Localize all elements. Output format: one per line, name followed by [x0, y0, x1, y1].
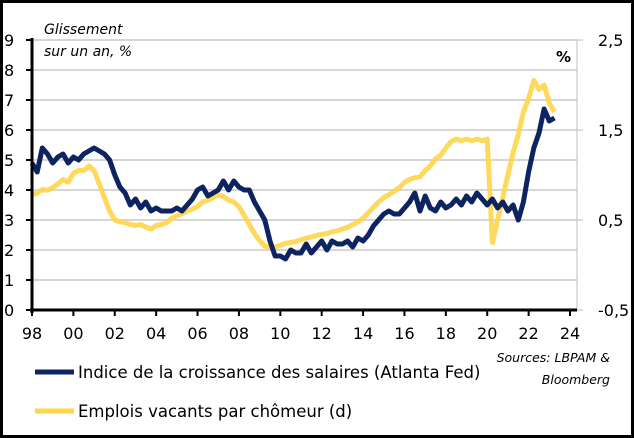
source-line2: Bloomberg [542, 372, 610, 387]
x-axis-tick-label: 10 [270, 324, 290, 343]
series-layer [29, 78, 557, 262]
x-axis-tick-label: 24 [560, 324, 580, 343]
source-line1: Sources: LBPAM & [497, 350, 611, 365]
left-axis-annotation-line2: sur un an, % [44, 44, 132, 60]
series-line-vacancies [31, 78, 557, 250]
x-axis-tick-label: 14 [353, 324, 373, 343]
right-axis-tick-label: 2,5 [598, 31, 623, 50]
left-axis-annotation-line1: Glissement [44, 22, 123, 38]
left-axis-tick-label: 0 [4, 301, 14, 320]
right-axis-annotation: % [556, 48, 571, 66]
x-axis-tick-label: 12 [312, 324, 332, 343]
x-axis-tick-label: 20 [477, 324, 497, 343]
left-axis-tick-label: 5 [4, 151, 14, 170]
legend: Indice de la croissance des salaires (At… [35, 363, 480, 421]
x-axis-tick-label: 98 [22, 324, 42, 343]
x-axis-tick-label: 00 [63, 324, 83, 343]
left-axis-tick-label: 1 [4, 271, 14, 290]
x-axis-tick-label: 02 [105, 324, 125, 343]
gridlines [32, 39, 577, 281]
x-axis-tick-label: 16 [394, 324, 414, 343]
left-axis-tick-label: 3 [4, 211, 14, 230]
left-axis-tick-label: 2 [4, 241, 14, 260]
left-axis-tick-label: 4 [4, 181, 14, 200]
legend-label-vacancies: Emplois vacants par chômeur (d) [78, 402, 352, 421]
x-axis-tick-label: 04 [146, 324, 166, 343]
left-axis-tick-label: 9 [4, 31, 14, 50]
series-line-wages [29, 106, 556, 262]
x-axis-tick-label: 22 [518, 324, 538, 343]
right-axis-tick-label: -0,5 [598, 301, 629, 320]
right-axis-tick-label: 0,5 [598, 211, 623, 230]
left-axis-tick-label: 6 [4, 121, 14, 140]
x-axis-tick-label: 08 [229, 324, 249, 343]
left-axis-tick-label: 7 [4, 91, 14, 110]
x-axis-tick-label: 06 [187, 324, 207, 343]
right-axis-tick-label: 1,5 [598, 121, 623, 140]
x-axis-tick-label: 18 [436, 324, 456, 343]
left-axis-tick-label: 8 [4, 61, 14, 80]
legend-label-wages: Indice de la croissance des salaires (At… [78, 363, 480, 382]
